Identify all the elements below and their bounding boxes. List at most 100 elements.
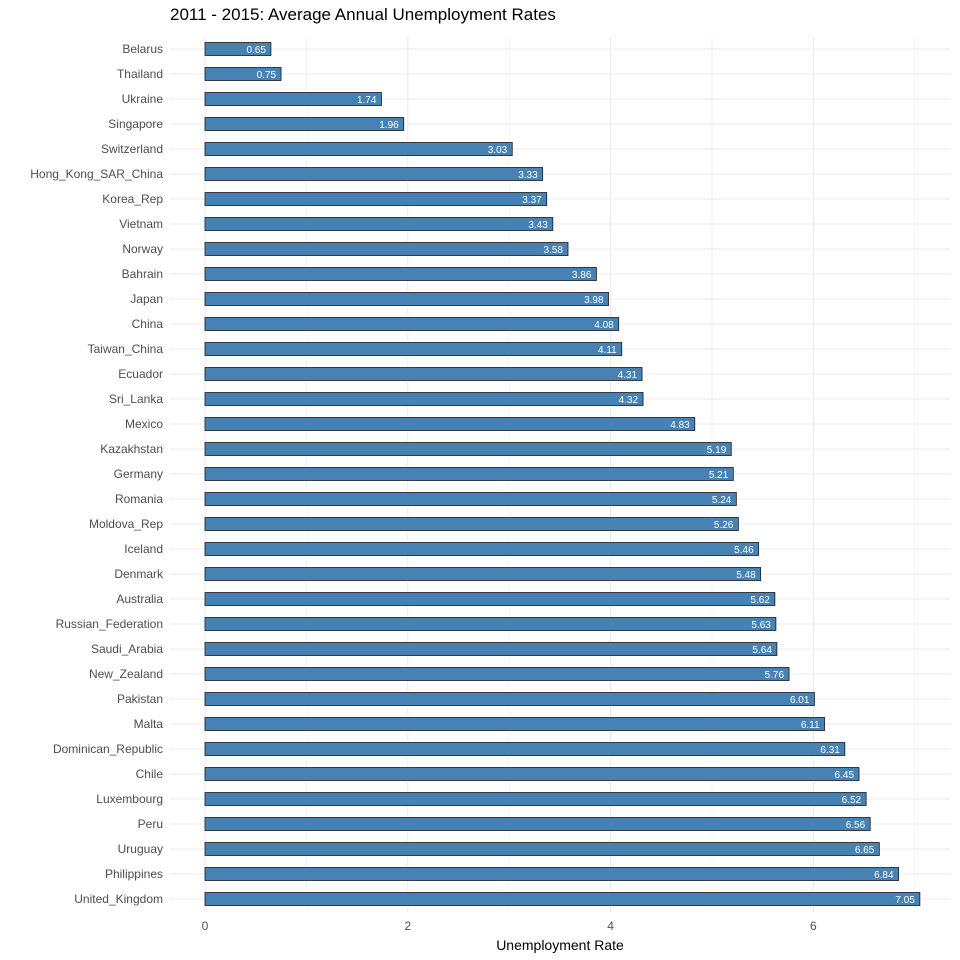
bar-value-label: 6.11 xyxy=(801,720,820,731)
bar-value-label: 6.31 xyxy=(820,745,840,756)
bar-value-label: 4.83 xyxy=(670,420,690,431)
category-label: Hong_Kong_SAR_China xyxy=(30,167,163,181)
bar xyxy=(204,542,760,556)
bar-value-label: 5.21 xyxy=(709,470,729,481)
bar xyxy=(204,467,734,481)
category-label: Switzerland xyxy=(101,142,163,156)
category-label: Thailand xyxy=(117,67,163,81)
bar xyxy=(204,342,623,356)
bar xyxy=(204,367,643,381)
bar-value-label: 5.76 xyxy=(765,670,785,681)
bar-value-label: 4.08 xyxy=(594,320,614,331)
bar xyxy=(204,817,871,831)
category-label: Moldova_Rep xyxy=(89,517,163,531)
bar xyxy=(204,567,762,581)
bar xyxy=(204,117,405,131)
bar xyxy=(204,67,282,81)
bar-value-label: 5.19 xyxy=(707,445,727,456)
bar-value-label: 3.58 xyxy=(544,245,564,256)
bar-value-label: 4.31 xyxy=(618,370,638,381)
bar-value-label: 6.45 xyxy=(835,770,855,781)
category-label: Ecuador xyxy=(118,367,163,381)
x-tick-label: 4 xyxy=(607,919,614,933)
bar xyxy=(204,867,899,881)
category-label: Belarus xyxy=(122,42,163,56)
bar xyxy=(204,717,825,731)
bar-value-label: 6.52 xyxy=(842,795,862,806)
bar xyxy=(204,692,815,706)
category-label: Malta xyxy=(134,717,164,731)
bar xyxy=(204,217,554,231)
bar-value-label: 5.24 xyxy=(712,495,732,506)
category-label: Sri_Lanka xyxy=(109,392,163,406)
bar-value-label: 1.96 xyxy=(379,120,399,131)
category-label: New_Zealand xyxy=(89,667,163,681)
bar xyxy=(204,292,609,306)
bar-value-label: 3.86 xyxy=(572,270,592,281)
bar xyxy=(204,842,880,856)
bar-value-label: 0.75 xyxy=(257,70,277,81)
bar xyxy=(204,417,696,431)
bar xyxy=(204,742,846,756)
bar xyxy=(204,617,777,631)
x-axis-title: Unemployment Rate xyxy=(496,937,624,953)
x-tick-label: 6 xyxy=(810,919,817,933)
bar xyxy=(204,642,778,656)
x-tick-label: 0 xyxy=(202,919,209,933)
category-label: Singapore xyxy=(108,117,163,131)
bar-value-label: 4.32 xyxy=(619,395,639,406)
category-label: Luxembourg xyxy=(96,792,163,806)
category-labels: Belarus Thailand Ukraine Singapore Switzerla… xyxy=(30,42,164,906)
bar-value-label: 3.43 xyxy=(528,220,548,231)
category-label: Uruguay xyxy=(118,842,163,856)
bar xyxy=(204,92,382,106)
category-label: Pakistan xyxy=(117,692,163,706)
bar-value-label: 4.11 xyxy=(598,345,617,356)
category-label: Peru xyxy=(138,817,163,831)
category-label: Dominican_Republic xyxy=(53,742,163,756)
category-label: United_Kingdom xyxy=(74,892,163,906)
bar xyxy=(204,317,620,331)
category-label: Bahrain xyxy=(122,267,163,281)
bar-value-label: 3.33 xyxy=(518,170,538,181)
x-tick-label: 2 xyxy=(404,919,411,933)
bar-value-label: 3.03 xyxy=(488,145,508,156)
category-label: Germany xyxy=(114,467,163,481)
bar xyxy=(204,242,569,256)
category-label: China xyxy=(132,317,164,331)
category-label: Philippines xyxy=(105,867,163,881)
category-label: Russian_Federation xyxy=(56,617,163,631)
bar-value-label: 6.56 xyxy=(846,820,866,831)
category-label: Australia xyxy=(116,592,163,606)
category-label: Kazakhstan xyxy=(100,442,163,456)
bar-value-label: 5.62 xyxy=(750,595,770,606)
bar xyxy=(204,42,272,56)
category-label: Taiwan_China xyxy=(88,342,164,356)
bar xyxy=(204,192,548,206)
bar xyxy=(204,792,867,806)
bar xyxy=(204,592,776,606)
bar-value-label: 1.74 xyxy=(357,95,377,106)
category-label: Chile xyxy=(136,767,164,781)
category-label: Vietnam xyxy=(119,217,163,231)
bar-value-label: 0.65 xyxy=(246,45,266,56)
bar xyxy=(204,442,732,456)
bar-value-label: 3.37 xyxy=(522,195,542,206)
bar-value-label: 5.64 xyxy=(752,645,772,656)
category-label: Ukraine xyxy=(122,92,164,106)
bar-value-label: 6.65 xyxy=(855,845,875,856)
bar xyxy=(204,267,597,281)
category-label: Mexico xyxy=(125,417,163,431)
category-label: Romania xyxy=(115,492,163,506)
bar xyxy=(204,767,860,781)
category-label: Denmark xyxy=(114,567,164,581)
bar-value-label: 3.98 xyxy=(584,295,604,306)
bar xyxy=(204,167,544,181)
category-label: Korea_Rep xyxy=(102,192,163,206)
bar xyxy=(204,392,644,406)
category-label: Japan xyxy=(130,292,163,306)
x-tick-labels: 0 2 4 6 xyxy=(202,919,817,933)
bar-value-label: 6.01 xyxy=(790,695,810,706)
bar-value-label: 5.48 xyxy=(736,570,756,581)
